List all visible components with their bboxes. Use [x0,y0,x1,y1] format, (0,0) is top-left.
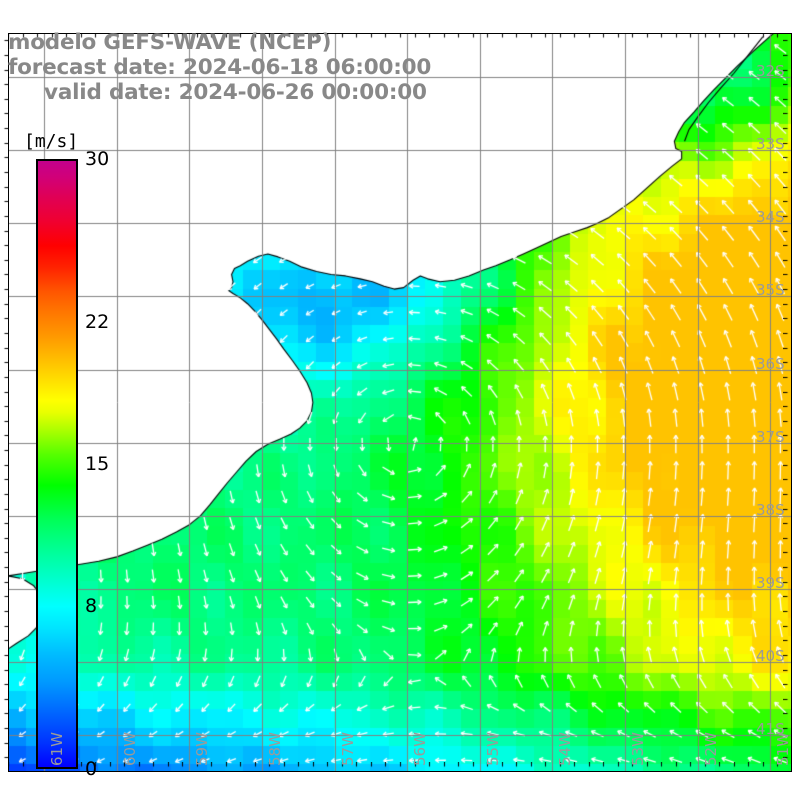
lon-label-54W: 54W [556,732,575,766]
lon-label-58W: 58W [266,732,285,766]
lat-label-37S: 37S [756,427,785,446]
lon-label-57W: 57W [338,732,357,766]
map-plot-area[interactable] [8,33,792,772]
colorbar-tick-30: 30 [85,148,110,170]
lat-label-40S: 40S [756,647,785,666]
lon-label-55W: 55W [483,732,502,766]
colorbar-tick-0: 0 [85,758,98,780]
lon-label-53W: 53W [629,732,648,766]
lon-label-59W: 59W [193,732,212,766]
lat-label-39S: 39S [756,574,785,593]
top-axis-ticks [8,33,792,43]
colorbar-tick-15: 15 [85,453,110,475]
lon-label-51W: 51W [774,732,793,766]
lon-label-60W: 60W [120,732,139,766]
lon-label-52W: 52W [701,732,720,766]
colorbar-tick-8: 8 [85,595,98,618]
colorbar[interactable] [36,159,78,769]
lon-label-56W: 56W [411,732,430,766]
colorbar-tick-22: 22 [85,310,110,333]
bottom-axis-ticks [8,762,792,773]
lat-label-38S: 38S [756,500,785,519]
colorbar-unit-label: [m/s] [24,131,79,152]
lat-label-32S: 32S [756,61,785,80]
lat-label-34S: 34S [756,208,785,227]
colorbar-gradient [36,159,78,769]
lon-label-61W: 61W [48,732,67,766]
lat-label-35S: 35S [756,281,785,300]
lat-lon-gridlines [8,33,792,772]
lat-label-36S: 36S [756,354,785,373]
lat-label-33S: 33S [756,135,785,154]
lat-label-41S: 41S [756,720,785,739]
left-axis-ticks [0,33,9,772]
right-axis-ticks [783,33,793,772]
